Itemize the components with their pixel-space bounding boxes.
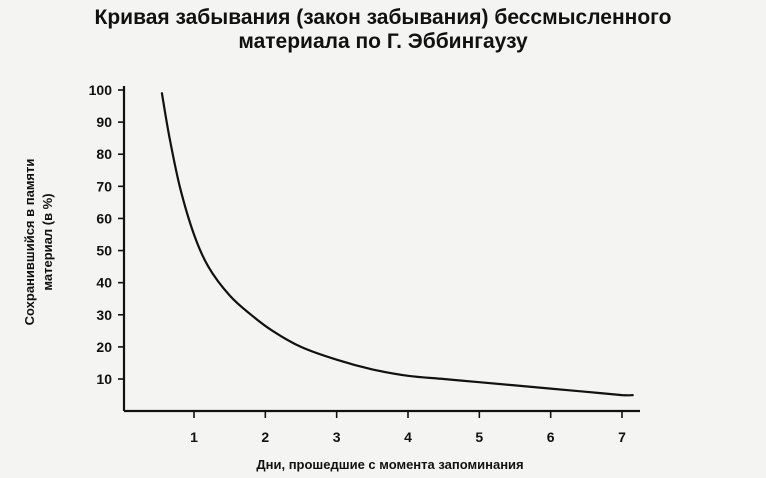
x-tick-label: 4	[404, 429, 412, 445]
chart-title-line-2: материала по Г. Эббингаузу	[238, 30, 528, 53]
y-tick-label: 30	[96, 307, 112, 323]
y-tick-label: 70	[96, 178, 112, 194]
x-tick-label: 5	[475, 429, 483, 445]
series-layer	[160, 92, 634, 397]
y-tick-label: 40	[96, 275, 112, 291]
x-axis-title: Дни, прошедшие с момента запоминания	[256, 457, 523, 472]
x-tick-label: 1	[190, 429, 198, 445]
y-tick-label: 10	[96, 371, 112, 387]
x-tick-label: 6	[547, 429, 555, 445]
y-axis-ticks: 10 20 30 40 50 60 70 80 90 100	[89, 82, 124, 387]
axes	[122, 86, 640, 413]
y-tick-label: 50	[96, 243, 112, 259]
x-tick-label: 3	[333, 429, 341, 445]
chart-title: Кривая забывания (закон забывания) бессм…	[0, 6, 766, 54]
forgetting-curve-line	[160, 92, 634, 397]
x-tick-label: 7	[618, 429, 626, 445]
y-tick-label: 90	[96, 114, 112, 130]
y-tick-label: 60	[96, 210, 112, 226]
chart-title-line-1: Кривая забывания (закон забывания) бессм…	[94, 6, 672, 29]
x-axis-ticks: 1 2 3 4 5 6 7	[190, 411, 626, 445]
y-axis-title-line-1: Сохранившийся в памяти	[22, 159, 37, 326]
y-tick-label: 100	[89, 82, 113, 98]
y-tick-label: 80	[96, 146, 112, 162]
y-axis-title-line-2: материал (в %)	[40, 193, 55, 290]
x-tick-label: 2	[261, 429, 269, 445]
y-tick-label: 20	[96, 339, 112, 355]
